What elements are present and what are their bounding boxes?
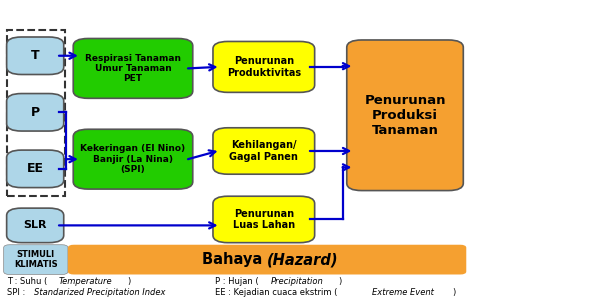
FancyBboxPatch shape xyxy=(213,196,315,243)
Text: STIMULI
KLIMATIS: STIMULI KLIMATIS xyxy=(14,250,58,269)
FancyBboxPatch shape xyxy=(73,39,193,98)
FancyBboxPatch shape xyxy=(7,94,64,131)
Text: (Hazard): (Hazard) xyxy=(267,252,339,267)
Text: Precipitation: Precipitation xyxy=(271,277,324,286)
Text: ): ) xyxy=(128,277,131,286)
Text: Bahaya: Bahaya xyxy=(201,252,267,267)
FancyBboxPatch shape xyxy=(4,245,68,274)
Text: ): ) xyxy=(339,277,342,286)
FancyBboxPatch shape xyxy=(68,245,466,274)
Text: Standarized Precipitation Index: Standarized Precipitation Index xyxy=(33,288,165,297)
Text: Penurunan
Produktivitas: Penurunan Produktivitas xyxy=(226,56,301,78)
Bar xyxy=(7,30,65,196)
FancyBboxPatch shape xyxy=(7,208,64,243)
Text: Respirasi Tanaman
Umur Tanaman
PET: Respirasi Tanaman Umur Tanaman PET xyxy=(85,54,181,83)
Text: SLR: SLR xyxy=(23,220,47,231)
Text: T : Suhu (: T : Suhu ( xyxy=(7,277,47,286)
FancyBboxPatch shape xyxy=(213,42,315,92)
Text: P: P xyxy=(30,106,40,119)
FancyBboxPatch shape xyxy=(7,150,64,187)
Text: Kehilangan/
Gagal Panen: Kehilangan/ Gagal Panen xyxy=(229,140,298,162)
Text: Penurunan
Produksi
Tanaman: Penurunan Produksi Tanaman xyxy=(364,94,446,137)
FancyBboxPatch shape xyxy=(213,128,315,174)
FancyBboxPatch shape xyxy=(7,37,64,74)
Text: Temperature: Temperature xyxy=(58,277,112,286)
Text: Penurunan
Luas Lahan: Penurunan Luas Lahan xyxy=(233,209,295,230)
Text: T: T xyxy=(31,49,39,62)
Text: P : Hujan (: P : Hujan ( xyxy=(215,277,259,286)
FancyBboxPatch shape xyxy=(73,129,193,189)
Text: Kekeringan (El Nino)
Banjir (La Nina)
(SPI): Kekeringan (El Nino) Banjir (La Nina) (S… xyxy=(80,144,185,174)
Text: Extreme Event: Extreme Event xyxy=(372,288,434,297)
FancyBboxPatch shape xyxy=(347,40,463,190)
Text: EE: EE xyxy=(27,162,44,175)
Text: ): ) xyxy=(452,288,455,297)
Text: EE : Kejadian cuaca ekstrim (: EE : Kejadian cuaca ekstrim ( xyxy=(215,288,337,297)
Text: SPI :: SPI : xyxy=(7,288,27,297)
